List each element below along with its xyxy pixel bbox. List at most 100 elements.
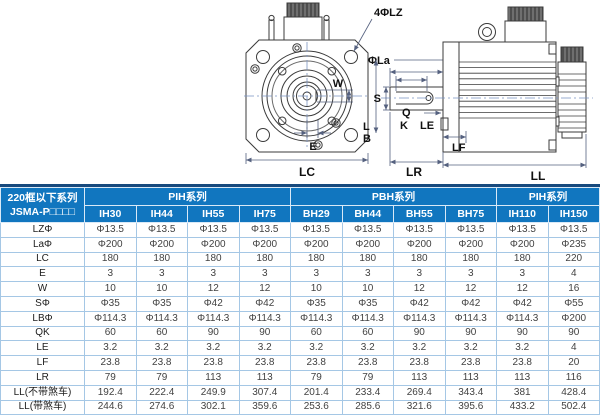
table-row: LL(带煞车) 244.6 274.6 302.1 359.6 253.6 285.6 321…	[0, 399, 600, 415]
flange-outline	[245, 39, 369, 153]
technical-drawing: W E LC 4ΦLZ ΦLa	[0, 0, 600, 184]
side-dimensions	[373, 59, 587, 168]
value-cell: 113	[444, 369, 497, 386]
dim-label-la: ΦLa	[368, 55, 391, 67]
dim-label-le: LE	[420, 120, 434, 132]
dim-label-k: K	[400, 120, 408, 132]
value-cell: 274.6	[135, 399, 188, 415]
value-cell: Φ200	[135, 236, 188, 253]
value-cell: 79	[135, 369, 188, 386]
value-cell: 90	[187, 325, 240, 342]
spec-table: 220框以下系列 JSMA-P□□□□ PIH系列 PBH系列 PIH系列 IH30 IH4…	[0, 187, 600, 415]
value-cell: 60	[341, 325, 394, 342]
value-cell: 3.2	[238, 340, 291, 357]
value-cell: 180	[290, 251, 343, 268]
value-cell: Φ114.3	[393, 310, 446, 327]
series-group-header: PIH系列	[84, 187, 291, 206]
top-connector-cap	[507, 6, 544, 22]
top-connector-body	[504, 20, 547, 43]
value-cell: Φ13.5	[547, 222, 600, 238]
mounting-hole	[344, 50, 358, 64]
value-cell: 3.2	[393, 340, 446, 357]
table-row: LC 180 180 180 180 180 180 180 180 180 220	[0, 251, 600, 268]
value-cell: Φ42	[238, 295, 291, 312]
value-cell: Φ35	[341, 295, 394, 312]
value-cell: 244.6	[84, 399, 137, 415]
value-cell: 359.6	[238, 399, 291, 415]
mounting-hole	[344, 128, 358, 142]
table-corner-header: 220框以下系列 JSMA-P□□□□	[0, 187, 85, 223]
value-cell: 23.8	[341, 355, 394, 371]
value-cell: 90	[238, 325, 291, 342]
value-cell: 381	[496, 384, 549, 401]
value-cell: 3.2	[187, 340, 240, 357]
value-cell: Φ114.3	[238, 310, 291, 327]
value-cell: 23.8	[496, 355, 549, 371]
series-group-header: PBH系列	[290, 187, 497, 206]
key-block	[440, 117, 449, 131]
value-cell: 12	[238, 281, 291, 297]
value-cell: Φ200	[393, 236, 446, 253]
value-cell: 113	[496, 369, 549, 386]
value-cell: 113	[393, 369, 446, 386]
value-cell: 3.2	[84, 340, 137, 357]
value-cell: 269.4	[393, 384, 446, 401]
value-cell: Φ42	[496, 295, 549, 312]
value-cell: 180	[238, 251, 291, 268]
value-cell: 10	[135, 281, 188, 297]
value-cell: Φ200	[444, 236, 497, 253]
value-cell: 90	[444, 325, 497, 342]
value-cell: Φ200	[84, 236, 137, 253]
value-cell: 433.2	[496, 399, 549, 415]
value-cell: 307.4	[238, 384, 291, 401]
value-cell: 16	[547, 281, 600, 297]
table-row: SΦ Φ35 Φ35 Φ42 Φ42 Φ35 Φ35 Φ42 Φ42 Φ42 Φ55	[0, 295, 600, 312]
value-cell: 3.2	[290, 340, 343, 357]
value-cell: Φ42	[187, 295, 240, 312]
value-cell: Φ114.3	[187, 310, 240, 327]
table-row: LF 23.8 23.8 23.8 23.8 23.8 23.8 23.8 23.8 23.8 20	[0, 355, 600, 371]
value-cell: 113	[238, 369, 291, 386]
value-cell: 23.8	[444, 355, 497, 371]
value-cell: 10	[341, 281, 394, 297]
value-cell: 20	[547, 355, 600, 371]
dim-label-l: L	[363, 121, 370, 133]
value-cell: 3	[238, 266, 291, 283]
value-cell: Φ114.3	[341, 310, 394, 327]
value-cell: 220	[547, 251, 600, 268]
value-cell: 90	[496, 325, 549, 342]
value-cell: Φ200	[187, 236, 240, 253]
value-cell: 180	[393, 251, 446, 268]
column-header: IH75	[238, 205, 291, 223]
front-dimensions	[245, 18, 443, 164]
value-cell: 249.9	[187, 384, 240, 401]
value-cell: Φ35	[135, 295, 188, 312]
value-cell: 3	[135, 266, 188, 283]
value-cell: 23.8	[290, 355, 343, 371]
cooling-ribs	[459, 61, 556, 119]
value-cell: 113	[187, 369, 240, 386]
value-cell: 79	[84, 369, 137, 386]
row-label: LBΦ	[0, 310, 85, 327]
table-row: W 10 10 12 12 10 10 12 12 12 16	[0, 281, 600, 297]
value-cell: 3	[341, 266, 394, 283]
dim-label-w: W	[333, 78, 344, 90]
spec-table-wrap: 220框以下系列 JSMA-P□□□□ PIH系列 PBH系列 PIH系列 IH30 IH4…	[0, 184, 600, 415]
table-row: LL(不带煞车) 192.4 222.4 249.9 307.4 201.4 233.4 26…	[0, 384, 600, 401]
column-header: BH29	[290, 205, 343, 223]
value-cell: Φ114.3	[84, 310, 137, 327]
row-label: W	[0, 281, 85, 297]
value-cell: 60	[135, 325, 188, 342]
value-cell: 3.2	[341, 340, 394, 357]
value-cell: 3	[393, 266, 446, 283]
dim-label-s: S	[374, 93, 381, 105]
value-cell: Φ200	[547, 310, 600, 327]
value-cell: Φ200	[341, 236, 394, 253]
value-cell: Φ114.3	[290, 310, 343, 327]
column-header: IH150	[547, 205, 600, 223]
column-header: BH75	[444, 205, 497, 223]
value-cell: 79	[290, 369, 343, 386]
connector-body	[283, 16, 323, 41]
value-cell: 395.6	[444, 399, 497, 415]
